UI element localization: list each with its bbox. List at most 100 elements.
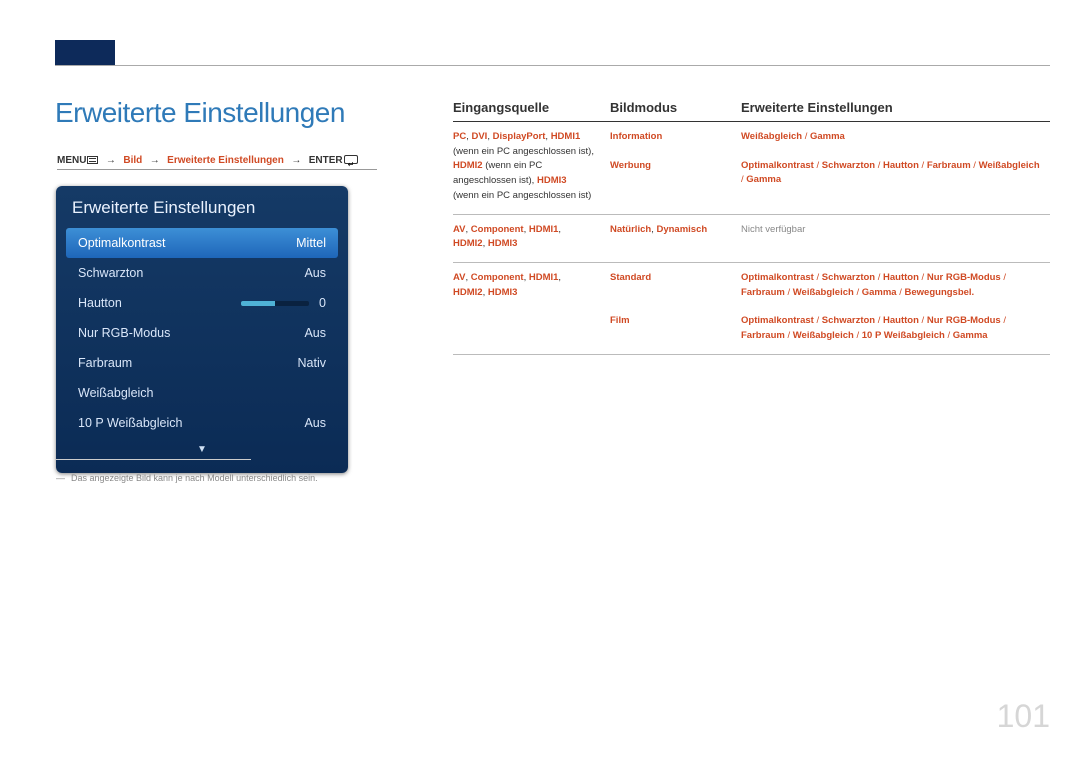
osd-row-value: Mittel (296, 236, 326, 250)
osd-row-label: Farbraum (78, 356, 132, 370)
bm: Film (610, 314, 731, 329)
osd-rows: Optimalkontrast Mittel Schwarzton Aus Ha… (56, 228, 348, 438)
bm: Standard (610, 271, 731, 286)
osd-row-value: 0 (319, 296, 326, 310)
es: Nur RGB-Modus (927, 272, 1001, 283)
th-erweiterte: Erweiterte Einstellungen (741, 100, 1050, 115)
osd-row-value: Nativ (298, 356, 326, 370)
breadcrumb-bild: Bild (123, 155, 142, 166)
osd-row-value: Aus (304, 266, 326, 280)
src: DVI (471, 131, 487, 142)
osd-row-label: Nur RGB-Modus (78, 326, 170, 340)
table-row: AV, Component, HDMI1, HDMI2, HDMI3 Stand… (453, 263, 1050, 355)
osd-row-value: Aus (304, 416, 326, 430)
src: PC (453, 131, 466, 142)
td-bildmodus: Information Werbung (610, 130, 741, 204)
note: (wenn ein PC angeschlossen ist) (453, 190, 591, 201)
td-bildmodus: Standard Film (610, 271, 741, 344)
es: Farbraum (741, 330, 785, 341)
settings-table: Eingangsquelle Bildmodus Erweiterte Eins… (453, 100, 1050, 355)
page-number: 101 (997, 698, 1050, 735)
src: DisplayPort (493, 131, 546, 142)
src: HDMI2 (453, 238, 483, 249)
src: Component (471, 272, 524, 283)
osd-row-10p[interactable]: 10 P Weißabgleich Aus (66, 408, 338, 438)
footnote: ―Das angezeigte Bild kann je nach Modell… (56, 473, 318, 483)
osd-row-weissabgleich[interactable]: Weißabgleich (66, 378, 338, 408)
osd-row-farbraum[interactable]: Farbraum Nativ (66, 348, 338, 378)
es: Hautton (883, 315, 919, 326)
hautton-slider[interactable]: 0 (241, 296, 326, 310)
td-erweiterte: Weißabgleich / Gamma Optimalkontrast / S… (741, 130, 1050, 204)
osd-panel: Erweiterte Einstellungen Optimalkontrast… (56, 186, 348, 473)
osd-row-label: Schwarzton (78, 266, 143, 280)
es: Farbraum (741, 287, 785, 298)
chevron-right-icon: → (103, 155, 119, 166)
header-tab-accent (55, 40, 115, 66)
src: HDMI3 (537, 175, 567, 186)
es: Optimalkontrast (741, 315, 814, 326)
breadcrumb-enter: ENTER (309, 155, 343, 166)
menu-icon (87, 156, 98, 164)
chevron-right-icon: → (288, 155, 304, 166)
page-title: Erweiterte Einstellungen (55, 97, 345, 129)
es: Optimalkontrast (741, 160, 814, 171)
td-eingangsquelle: AV, Component, HDMI1, HDMI2, HDMI3 (453, 223, 610, 252)
es: Bewegungsbel. (905, 287, 975, 298)
src: Component (471, 224, 524, 235)
th-eingangsquelle: Eingangsquelle (453, 100, 610, 115)
es: Schwarzton (822, 272, 875, 283)
src: HDMI2 (453, 160, 483, 171)
slider-track (241, 301, 309, 306)
osd-row-schwarzton[interactable]: Schwarzton Aus (66, 258, 338, 288)
src: HDMI1 (529, 272, 559, 283)
th-bildmodus: Bildmodus (610, 100, 741, 115)
footnote-dash: ― (56, 473, 65, 483)
src: HDMI3 (488, 238, 518, 249)
osd-title: Erweiterte Einstellungen (56, 186, 348, 228)
es: Schwarzton (822, 315, 875, 326)
footnote-rule (56, 459, 251, 460)
osd-row-label: 10 P Weißabgleich (78, 416, 182, 430)
src: HDMI2 (453, 287, 483, 298)
breadcrumb-erw: Erweiterte Einstellungen (167, 155, 284, 166)
td-erweiterte: Optimalkontrast / Schwarzton / Hautton /… (741, 271, 1050, 344)
td-eingangsquelle: PC, DVI, DisplayPort, HDMI1 (wenn ein PC… (453, 130, 610, 204)
es: Gamma (862, 287, 897, 298)
bm: Information (610, 130, 731, 145)
osd-row-hautton[interactable]: Hautton 0 (66, 288, 338, 318)
table-row: AV, Component, HDMI1, HDMI2, HDMI3 Natür… (453, 215, 1050, 263)
osd-row-rgb[interactable]: Nur RGB-Modus Aus (66, 318, 338, 348)
osd-row-label: Hautton (78, 296, 122, 310)
es: Schwarzton (822, 160, 875, 171)
es: Optimalkontrast (741, 272, 814, 283)
src: HDMI1 (551, 131, 581, 142)
osd-row-label: Optimalkontrast (78, 236, 166, 250)
note: (wenn ein PC angeschlossen ist), (453, 146, 594, 157)
td-erweiterte: Nicht verfügbar (741, 223, 1050, 252)
es: Weißabgleich (979, 160, 1040, 171)
slider-fill (241, 301, 275, 306)
bm: Dynamisch (656, 224, 707, 235)
bm: Werbung (610, 159, 731, 174)
chevron-down-icon[interactable]: ▼ (56, 444, 348, 455)
table-header: Eingangsquelle Bildmodus Erweiterte Eins… (453, 100, 1050, 122)
breadcrumb: MENU → Bild → Erweiterte Einstellungen →… (57, 148, 377, 170)
es: Weißabgleich (741, 131, 802, 142)
src: HDMI3 (488, 287, 518, 298)
es: Nur RGB-Modus (927, 315, 1001, 326)
osd-row-optimalkontrast[interactable]: Optimalkontrast Mittel (66, 228, 338, 258)
src: AV (453, 272, 466, 283)
td-eingangsquelle: AV, Component, HDMI1, HDMI2, HDMI3 (453, 271, 610, 344)
es: Gamma (953, 330, 988, 341)
es: Gamma (810, 131, 845, 142)
osd-row-value: Aus (304, 326, 326, 340)
enter-icon (344, 155, 358, 164)
osd-row-label: Weißabgleich (78, 386, 154, 400)
table-row: PC, DVI, DisplayPort, HDMI1 (wenn ein PC… (453, 122, 1050, 215)
es: Weißabgleich (793, 330, 854, 341)
es: Hautton (883, 272, 919, 283)
src: AV (453, 224, 466, 235)
es: Hautton (883, 160, 919, 171)
td-bildmodus: Natürlich, Dynamisch (610, 223, 741, 252)
